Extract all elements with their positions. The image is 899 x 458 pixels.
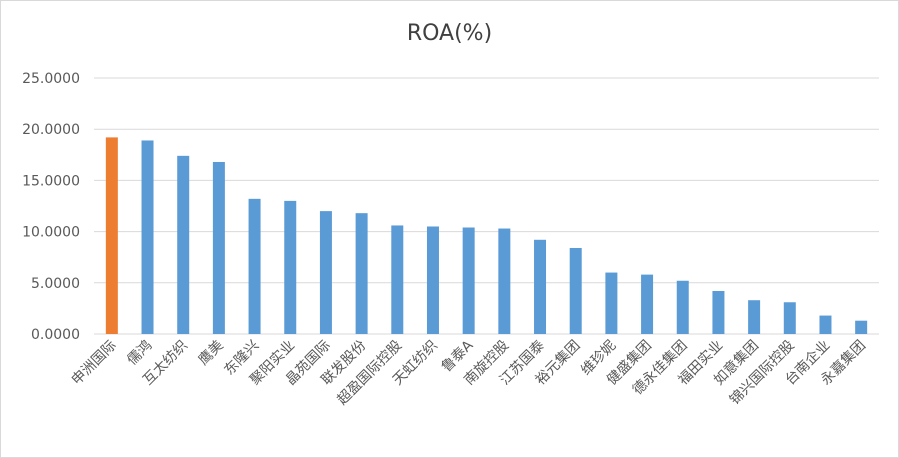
bar xyxy=(676,280,689,334)
bar xyxy=(212,161,225,334)
category-label: 鹰美 xyxy=(196,338,227,369)
bar xyxy=(426,226,439,334)
y-tick-label: 0.0000 xyxy=(31,327,80,343)
y-tick-label: 5.0000 xyxy=(31,276,80,292)
bar xyxy=(498,228,511,334)
bar xyxy=(105,137,118,334)
category-label: 儒鸿 xyxy=(124,337,156,369)
bar xyxy=(391,225,404,334)
bar xyxy=(141,140,154,334)
bar xyxy=(783,302,796,334)
bar xyxy=(534,239,547,334)
y-tick-label: 20.0000 xyxy=(22,122,80,138)
bar xyxy=(855,320,868,334)
bar xyxy=(641,274,654,334)
category-label: 申洲国际 xyxy=(69,338,120,389)
chart-title: ROA(%) xyxy=(406,21,493,46)
bar xyxy=(712,290,725,334)
y-tick-label: 15.0000 xyxy=(22,173,80,189)
bar xyxy=(819,315,832,334)
bar xyxy=(177,155,190,334)
bar xyxy=(569,247,582,334)
bar xyxy=(284,200,297,334)
y-tick-label: 10.0000 xyxy=(22,225,80,241)
bar xyxy=(248,198,261,334)
bar xyxy=(748,300,761,334)
bar xyxy=(462,227,475,334)
bar xyxy=(605,272,618,334)
bar xyxy=(355,213,368,334)
y-tick-label: 25.0000 xyxy=(22,71,80,87)
bar xyxy=(319,211,332,334)
